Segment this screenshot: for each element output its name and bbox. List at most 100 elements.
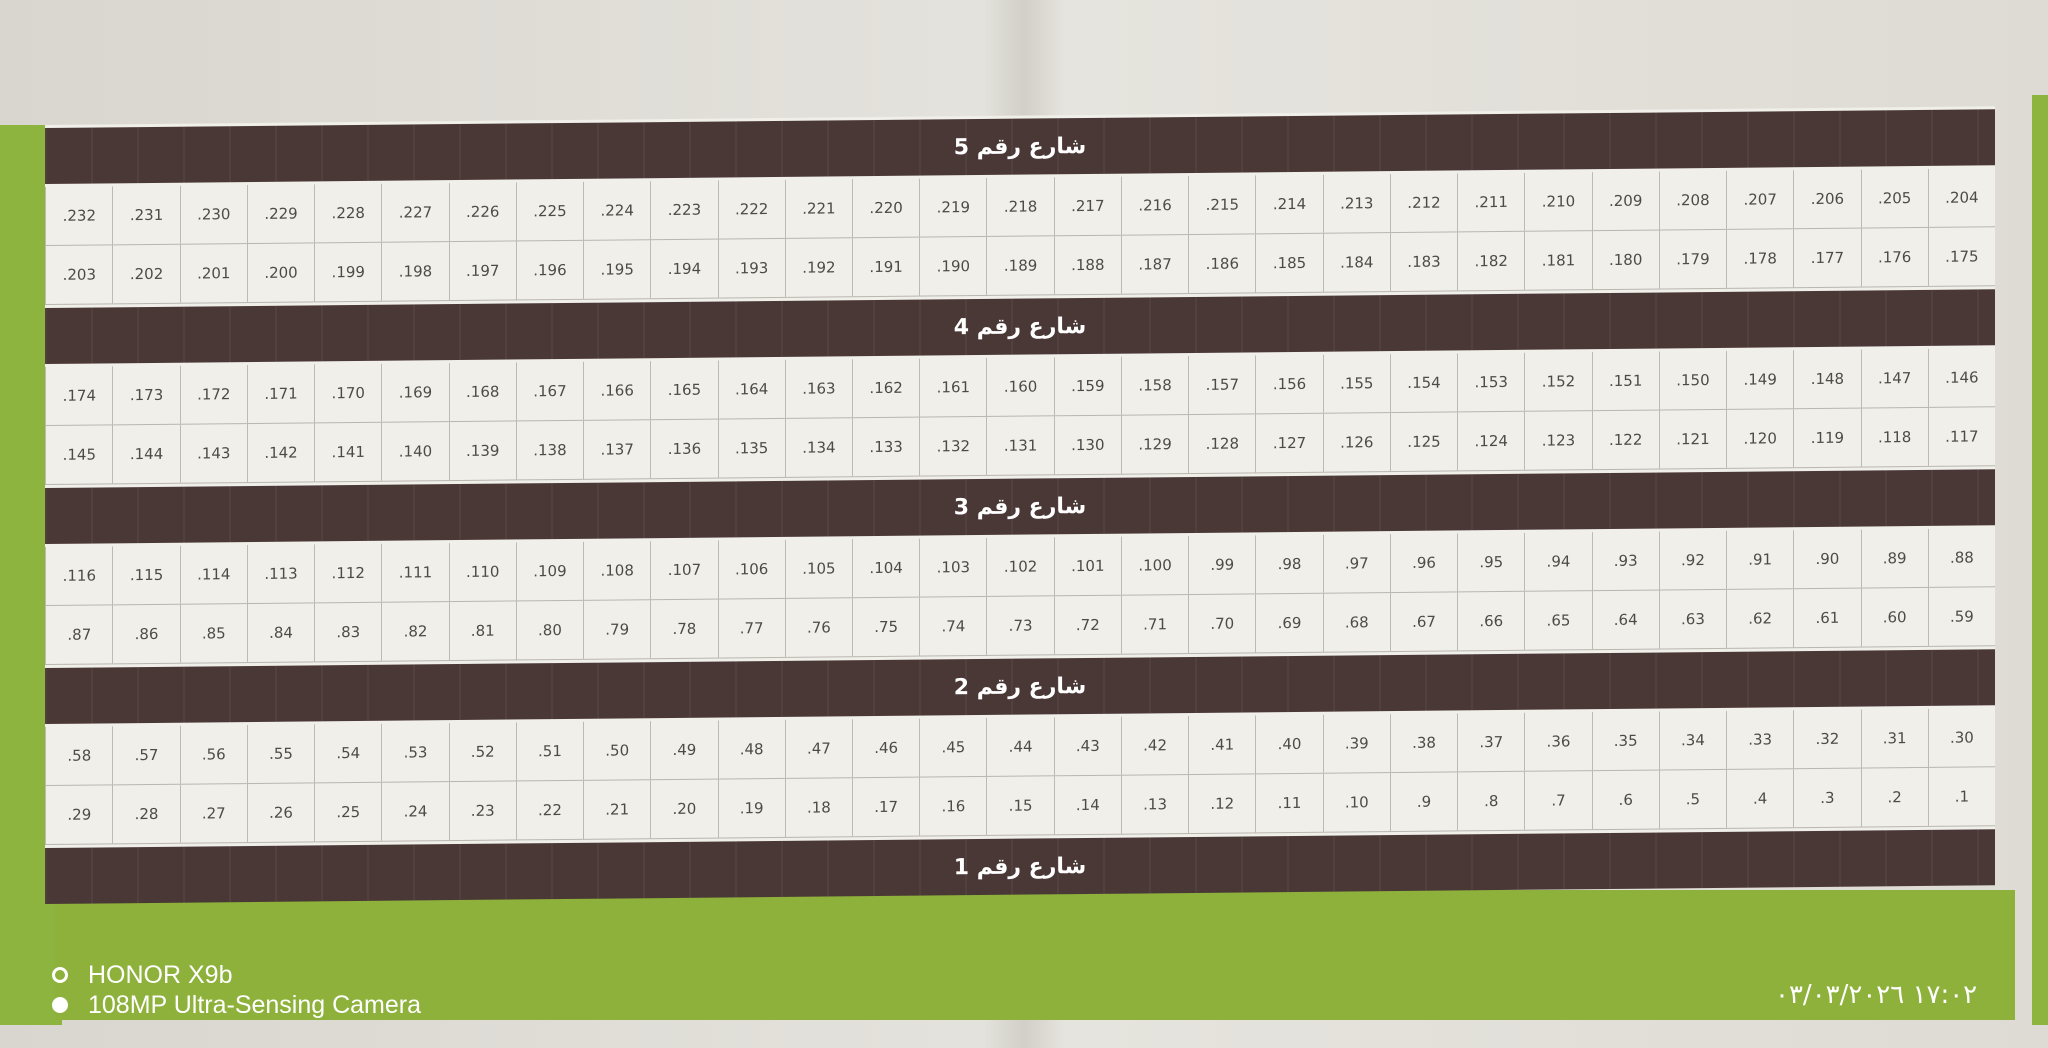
lot-cell: .154 bbox=[1389, 353, 1458, 413]
lot-cell: .160 bbox=[986, 357, 1054, 416]
lot-cell: .152 bbox=[1524, 352, 1592, 411]
lot-cell: .82 bbox=[381, 602, 449, 661]
lot-cell: .43 bbox=[1053, 716, 1121, 776]
lot-cell: .199 bbox=[314, 242, 382, 302]
lot-cell: .116 bbox=[45, 546, 113, 605]
lot-cell: .63 bbox=[1658, 589, 1727, 649]
lot-cell: .211 bbox=[1457, 172, 1525, 232]
lot-cell: .21 bbox=[583, 780, 651, 839]
lot-cell: .110 bbox=[448, 542, 516, 602]
lot-cell: .133 bbox=[852, 417, 920, 477]
lot-cell: .226 bbox=[448, 182, 516, 242]
lot-cell: .5 bbox=[1658, 769, 1727, 829]
lot-cell: .11 bbox=[1255, 773, 1323, 833]
lot-cell: .23 bbox=[448, 781, 516, 841]
lot-cell: .169 bbox=[381, 363, 449, 422]
lot-cell: .176 bbox=[1860, 227, 1928, 287]
lot-cell: .79 bbox=[583, 600, 651, 659]
lot-cell: .204 bbox=[1927, 168, 1995, 227]
lot-cell: .26 bbox=[246, 783, 315, 843]
lot-cell: .118 bbox=[1860, 407, 1928, 467]
lot-cell: .101 bbox=[1053, 536, 1121, 596]
lot-cell: .98 bbox=[1255, 534, 1323, 594]
lot-cell: .48 bbox=[717, 719, 785, 779]
lot-cell: .29 bbox=[45, 785, 113, 844]
lot-cell: .163 bbox=[784, 359, 853, 418]
lot-cell: .7 bbox=[1524, 771, 1592, 830]
lot-cell: .60 bbox=[1860, 587, 1928, 647]
lot-cell: .1 bbox=[1927, 767, 1995, 826]
lot-cell: .100 bbox=[1120, 536, 1189, 595]
lot-cell: .224 bbox=[583, 181, 651, 240]
lot-cell: .140 bbox=[381, 422, 449, 481]
lot-cell: .126 bbox=[1322, 413, 1390, 472]
device-name: HONOR X9b bbox=[88, 961, 233, 989]
green-border-right bbox=[2032, 95, 2048, 1025]
lot-cell: .15 bbox=[986, 776, 1054, 835]
lot-cell: .171 bbox=[246, 364, 315, 424]
lot-cell: .34 bbox=[1658, 710, 1727, 770]
lot-cell: .2 bbox=[1860, 767, 1928, 827]
lot-cell: .32 bbox=[1793, 709, 1861, 769]
lot-cell: .178 bbox=[1726, 229, 1794, 288]
lot-cell: .114 bbox=[179, 545, 247, 604]
lot-cell: .131 bbox=[986, 416, 1054, 475]
lot-cell: .68 bbox=[1322, 593, 1390, 652]
lot-cell: .57 bbox=[112, 725, 180, 785]
plot-plan: شارع رقم 5.204.205.206.207.208.209.210.2… bbox=[45, 106, 1995, 904]
lot-cell: .6 bbox=[1591, 770, 1659, 830]
lot-cell: .121 bbox=[1658, 409, 1727, 469]
lot-cell: .77 bbox=[717, 598, 785, 658]
lot-cell: .148 bbox=[1793, 349, 1861, 409]
lot-cell: .47 bbox=[784, 719, 853, 778]
lot-cell: .40 bbox=[1255, 714, 1323, 774]
lot-cell: .165 bbox=[650, 360, 718, 420]
lot-cell: .123 bbox=[1524, 411, 1592, 470]
lot-cell: .170 bbox=[314, 363, 382, 423]
lot-cell: .13 bbox=[1120, 775, 1189, 834]
lot-cell: .78 bbox=[650, 599, 718, 659]
camera-watermark: HONOR X9b 108MP Ultra-Sensing Camera bbox=[52, 960, 421, 1020]
lot-cell: .20 bbox=[650, 779, 718, 839]
lot-cell: .89 bbox=[1860, 528, 1928, 588]
lot-cell: .14 bbox=[1053, 775, 1121, 835]
lot-cell: .72 bbox=[1053, 595, 1121, 655]
lot-cell: .167 bbox=[515, 361, 584, 421]
lot-cell: .109 bbox=[515, 541, 584, 601]
lot-cell: .197 bbox=[448, 241, 516, 301]
lot-cell: .144 bbox=[112, 424, 180, 484]
lot-cell: .103 bbox=[919, 537, 987, 597]
lot-cell: .164 bbox=[717, 359, 785, 419]
lot-cell: .181 bbox=[1524, 231, 1592, 290]
lot-cell: .180 bbox=[1591, 230, 1659, 290]
lot-cell: .39 bbox=[1322, 714, 1390, 773]
lot-cell: .232 bbox=[45, 186, 113, 245]
lot-cell: .76 bbox=[784, 598, 853, 657]
lot-cell: .146 bbox=[1927, 348, 1995, 407]
lot-cell: .96 bbox=[1389, 533, 1458, 593]
lot-cell: .18 bbox=[784, 778, 853, 837]
lot-cell: .147 bbox=[1860, 348, 1928, 408]
lot-cell: .134 bbox=[784, 418, 853, 477]
lot-cell: .136 bbox=[650, 419, 718, 479]
lot-cell: .10 bbox=[1322, 773, 1390, 832]
lot-cell: .49 bbox=[650, 720, 718, 780]
lot-cell: .36 bbox=[1524, 712, 1592, 771]
lot-cell: .216 bbox=[1120, 176, 1189, 235]
lot-cell: .125 bbox=[1389, 412, 1458, 472]
lot-cell: .230 bbox=[179, 185, 247, 244]
lot-cell: .58 bbox=[45, 726, 113, 785]
lot-cell: .9 bbox=[1389, 772, 1458, 832]
lot-cell: .8 bbox=[1457, 771, 1525, 831]
lot-cell: .61 bbox=[1793, 588, 1861, 648]
lot-cell: .65 bbox=[1524, 591, 1592, 650]
lot-cell: .151 bbox=[1591, 351, 1659, 411]
lot-cell: .135 bbox=[717, 418, 785, 478]
lot-cell: .115 bbox=[112, 545, 180, 605]
lot-cell: .102 bbox=[986, 537, 1054, 596]
ring-icon bbox=[52, 967, 68, 983]
lot-cell: .182 bbox=[1457, 231, 1525, 291]
lot-cell: .74 bbox=[919, 596, 987, 656]
lot-cell: .150 bbox=[1658, 350, 1727, 410]
lot-cell: .139 bbox=[448, 421, 516, 481]
